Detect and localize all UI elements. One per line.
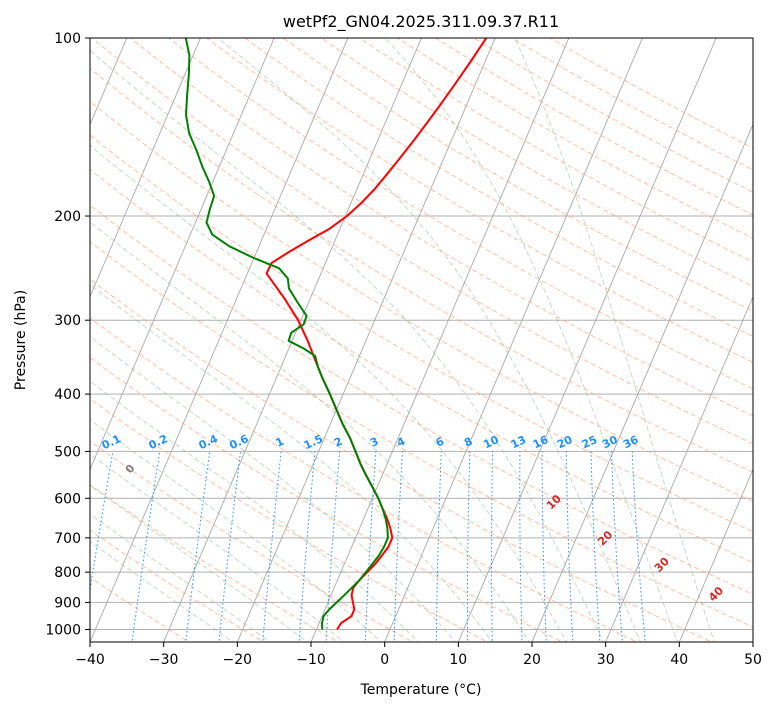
dry-adiabat-line bbox=[90, 484, 340, 642]
isotherm-line bbox=[310, 38, 570, 642]
dry-adiabat-line bbox=[90, 278, 713, 642]
dewpoint-profile-line bbox=[184, 38, 389, 630]
moist-adiabat-line bbox=[90, 419, 382, 642]
x-tick-label: 50 bbox=[744, 652, 762, 668]
mixing-ratio-label: 36 bbox=[621, 433, 641, 451]
isotherm-line bbox=[457, 38, 717, 642]
dry-adiabat-line bbox=[90, 204, 753, 595]
y-tick-label: 800 bbox=[54, 565, 81, 581]
x-tick-label: −10 bbox=[296, 652, 326, 668]
moist-adiabat-line bbox=[90, 484, 308, 642]
isotherm-line bbox=[531, 123, 753, 642]
moist-adiabat-line bbox=[90, 513, 271, 642]
mixing-ratio-line bbox=[565, 451, 574, 642]
mixing-ratio-line bbox=[435, 451, 442, 642]
dry-adiabat-line bbox=[90, 529, 265, 642]
moist-adiabat-line bbox=[384, 38, 678, 642]
dry-adiabat-line bbox=[90, 317, 639, 642]
dry-adiabat-line bbox=[90, 134, 753, 533]
isotherm-line bbox=[384, 38, 643, 642]
mixing-ratio-line bbox=[631, 451, 646, 642]
mixing-ratio-line bbox=[491, 451, 494, 642]
mixing-ratio-label: 20 bbox=[555, 433, 575, 451]
dry-adiabat-line bbox=[90, 241, 753, 628]
dry-adiabat-line bbox=[90, 169, 753, 564]
isotherm-line bbox=[678, 468, 753, 642]
x-tick-label: 30 bbox=[597, 652, 615, 668]
y-axis-label: Pressure (hPa) bbox=[13, 290, 29, 390]
dry-adiabat-line bbox=[90, 67, 753, 473]
mixing-ratio-label: 13 bbox=[509, 433, 528, 451]
isotherm-line bbox=[90, 38, 349, 642]
isotherm-line bbox=[163, 38, 422, 642]
y-tick-label: 500 bbox=[54, 444, 81, 460]
plot-frame bbox=[89, 37, 754, 643]
grid-layer bbox=[90, 38, 753, 642]
mixing-ratio-line bbox=[519, 451, 523, 642]
mixing-ratio-line bbox=[393, 451, 403, 642]
moist-adiabat-line bbox=[90, 336, 456, 642]
x-tick-label: 40 bbox=[670, 652, 688, 668]
isotherm-line bbox=[236, 38, 496, 642]
dry-adiabat-line bbox=[91, 38, 753, 445]
mixing-ratio-line bbox=[364, 451, 377, 642]
y-tick-label: 600 bbox=[54, 491, 81, 507]
mixing-ratio-label: 10 bbox=[481, 433, 501, 451]
series-layer bbox=[184, 38, 488, 631]
dry-adiabat-line bbox=[129, 38, 753, 417]
mixing-ratio-label: 16 bbox=[531, 433, 551, 451]
x-axis-label: Temperature (°C) bbox=[360, 682, 482, 698]
mixing-ratio-line bbox=[611, 451, 623, 642]
dry-adiabat-line bbox=[320, 38, 753, 287]
moist-adiabat-line bbox=[90, 541, 234, 642]
mixing-ratio-label: 30 bbox=[600, 433, 620, 451]
x-tick-label: −40 bbox=[75, 652, 105, 668]
isotherm-line bbox=[90, 38, 275, 471]
y-tick-label: 1000 bbox=[45, 623, 81, 639]
y-tick-label: 300 bbox=[54, 313, 81, 329]
moist-adiabat-line bbox=[90, 221, 530, 642]
moist-adiabat-line bbox=[216, 38, 641, 642]
mixing-ratio-line bbox=[541, 451, 547, 642]
dry-adiabat-line bbox=[167, 38, 753, 390]
mixing-ratio-line bbox=[466, 451, 471, 642]
moist-adiabat-line bbox=[90, 453, 345, 642]
x-tick-label: 10 bbox=[449, 652, 467, 668]
x-tick-label: −20 bbox=[223, 652, 253, 668]
y-tick-label: 700 bbox=[54, 531, 81, 547]
dry-adiabat-line bbox=[90, 398, 489, 642]
moist-adiabat-line bbox=[90, 283, 493, 642]
dry-adiabat-line bbox=[90, 357, 564, 642]
isotherm-line bbox=[90, 38, 201, 298]
mixing-ratio-line bbox=[325, 451, 341, 642]
x-tick-label: 20 bbox=[523, 652, 541, 668]
moist-adiabat-line bbox=[514, 38, 715, 642]
chart-title: wetPf2_GN04.2025.311.09.37.R11 bbox=[283, 12, 559, 32]
mixing-ratio-label: 25 bbox=[580, 433, 599, 451]
y-tick-label: 200 bbox=[54, 209, 81, 225]
y-tick-label: 100 bbox=[54, 31, 81, 47]
moist-adiabat-line bbox=[90, 380, 419, 642]
y-tick-label: 900 bbox=[54, 595, 81, 611]
y-tick-label: 400 bbox=[54, 387, 81, 403]
x-tick-label: 0 bbox=[380, 652, 389, 668]
mixing-ratio-line bbox=[590, 451, 601, 642]
tick-layer: −40 −30 −20 −10 0 10 20 30 40 50 100 200 300 400 500 60… bbox=[45, 31, 762, 668]
moist-adiabat-line bbox=[90, 145, 568, 642]
isotherm-line bbox=[605, 295, 753, 642]
x-tick-label: −30 bbox=[149, 652, 179, 668]
